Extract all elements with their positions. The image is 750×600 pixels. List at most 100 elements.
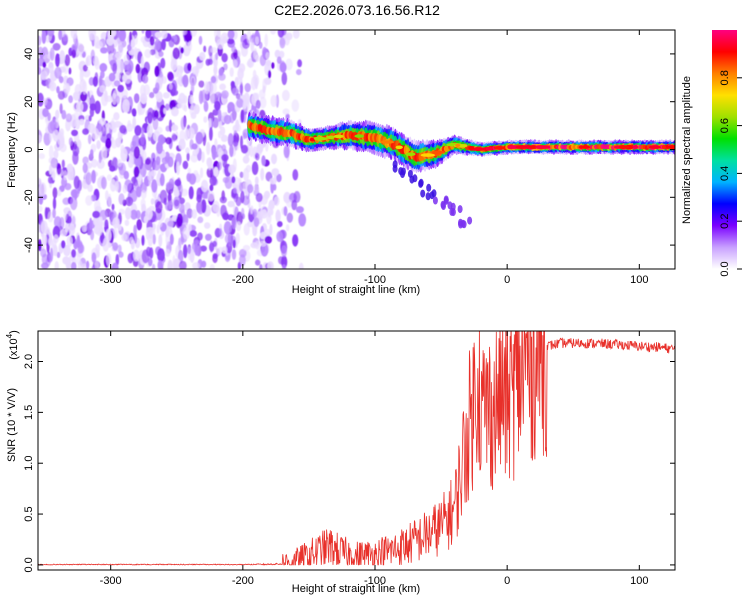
noise-blob <box>137 102 143 116</box>
noise-blob <box>154 109 159 120</box>
noise-blob <box>85 172 92 186</box>
noise-blob <box>122 184 128 194</box>
noise-blob <box>94 100 101 115</box>
noise-blob <box>101 146 108 160</box>
noise-blob <box>77 187 81 194</box>
colorbar-tick-label: 0.8 <box>719 70 731 85</box>
noise-blob <box>209 175 217 186</box>
noise-blob <box>292 30 300 39</box>
noise-blob <box>125 196 134 207</box>
noise-blob <box>82 128 89 135</box>
noise-blob <box>241 144 249 154</box>
noise-blob <box>151 179 158 193</box>
snr-ytick-label: 1.0 <box>23 456 35 471</box>
noise-blob <box>155 82 160 93</box>
noise-blob <box>172 47 180 60</box>
noise-blob <box>154 65 160 77</box>
noise-blob <box>115 253 120 266</box>
noise-blob <box>109 120 116 130</box>
noise-blob <box>187 167 192 174</box>
noise-blob <box>271 168 280 177</box>
noise-blob <box>221 53 228 63</box>
noise-blob <box>204 81 210 95</box>
noise-blob <box>269 178 277 185</box>
noise-blob <box>38 92 44 107</box>
noise-blob <box>178 138 186 150</box>
noise-blob <box>270 95 278 107</box>
spectrogram-xlabel: Height of straight line (km) <box>292 284 420 296</box>
noise-blob <box>99 216 103 229</box>
noise-blob <box>158 234 163 247</box>
noise-blob <box>219 228 223 237</box>
noise-blob <box>265 52 270 60</box>
noise-blob <box>94 72 99 82</box>
noise-blob <box>189 94 194 105</box>
noise-blob <box>285 58 293 71</box>
noise-blob <box>216 205 221 217</box>
signal-peak <box>470 147 487 151</box>
spectrogram-ytick-label: -40 <box>23 237 35 253</box>
noise-blob <box>124 207 132 220</box>
noise-blob <box>242 155 250 164</box>
noise-blob <box>61 240 66 249</box>
noise-blob <box>91 252 97 263</box>
colorbar-tick-label: 0.0 <box>719 261 731 276</box>
colorbar-label: Normalized spectral amplitude <box>681 76 693 224</box>
noise-blob <box>85 56 89 67</box>
noise-blob <box>99 85 107 93</box>
noise-blob <box>250 76 257 91</box>
noise-blob <box>245 164 252 173</box>
spectrogram-xtick-label: 0 <box>504 274 510 286</box>
noise-blob <box>59 50 65 64</box>
noise-blob <box>178 197 185 205</box>
noise-blob <box>73 175 80 190</box>
noise-blob <box>154 31 163 38</box>
noise-blob <box>105 95 113 103</box>
noise-blob <box>145 30 152 39</box>
noise-blob <box>115 180 119 192</box>
noise-blob <box>111 262 119 269</box>
noise-blob <box>239 171 244 178</box>
tail-blob <box>441 202 446 210</box>
noise-blob <box>186 208 193 219</box>
noise-blob <box>227 30 235 40</box>
colorbar-tick-label: 0.4 <box>719 166 731 181</box>
noise-blob <box>147 257 153 267</box>
spectrogram-noise-region <box>38 30 307 269</box>
noise-blob <box>207 191 215 202</box>
spectrogram-ytick-label: 0 <box>23 146 35 152</box>
noise-blob <box>197 232 203 241</box>
noise-blob <box>135 63 141 74</box>
signal-peak <box>405 152 416 156</box>
noise-blob <box>70 189 78 198</box>
noise-blob <box>232 138 239 147</box>
noise-blob <box>188 173 197 185</box>
noise-blob <box>218 73 226 81</box>
spectrogram-signal <box>247 111 675 173</box>
noise-blob <box>116 159 123 168</box>
tail-blob <box>418 178 424 187</box>
noise-blob <box>163 197 167 206</box>
noise-blob <box>130 209 138 220</box>
colorbar-tick-label: 0.2 <box>719 214 731 229</box>
noise-blob <box>86 260 90 269</box>
noise-blob <box>62 33 68 42</box>
noise-blob <box>239 182 244 192</box>
noise-blob <box>235 93 241 100</box>
noise-blob <box>76 234 81 248</box>
noise-blob <box>281 264 287 269</box>
noise-blob <box>173 186 178 194</box>
noise-blob <box>259 240 267 247</box>
noise-blob <box>107 193 112 208</box>
noise-blob <box>157 248 165 262</box>
noise-blob <box>197 216 204 224</box>
noise-blob <box>227 101 235 112</box>
noise-blob <box>53 150 59 159</box>
noise-blob <box>89 103 97 111</box>
noise-blob <box>133 93 140 104</box>
noise-blob <box>74 118 81 130</box>
noise-blob <box>190 30 197 37</box>
noise-blob <box>156 224 160 234</box>
noise-blob <box>90 49 96 62</box>
noise-blob <box>291 199 298 211</box>
